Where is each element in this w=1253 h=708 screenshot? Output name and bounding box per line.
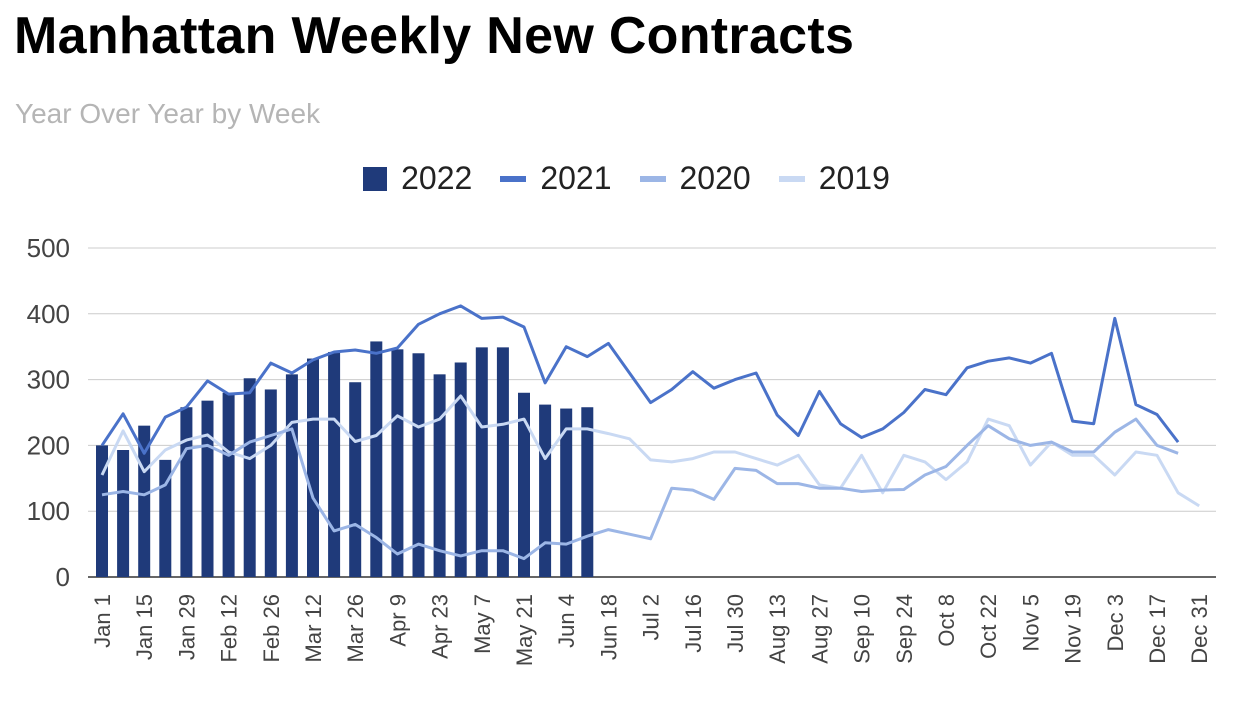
- x-tick-label: Oct 8: [934, 594, 959, 647]
- legend-item-2021[interactable]: 2021: [500, 160, 612, 197]
- legend-item-2019[interactable]: 2019: [778, 160, 890, 197]
- x-tick-label: Jul 16: [681, 594, 706, 653]
- legend-label-2019: 2019: [818, 160, 890, 196]
- x-tick-label: Nov 19: [1061, 594, 1086, 664]
- legend: 2022 2021 2020 2019: [0, 160, 1253, 197]
- x-tick-label: Jul 2: [639, 594, 664, 640]
- x-tick-label: Sep 10: [850, 594, 875, 664]
- x-tick-label: Feb 26: [259, 594, 284, 663]
- y-tick-label-0: 0: [56, 562, 70, 592]
- bar-2022-week-24: [581, 407, 594, 577]
- legend-swatch-2021: [500, 175, 527, 182]
- x-tick-label: Dec 17: [1145, 594, 1170, 664]
- legend-swatch-2019: [778, 175, 805, 182]
- bar-2022-week-7: [222, 392, 235, 577]
- legend-label-2020: 2020: [679, 160, 751, 196]
- line-series-2020: [101, 417, 1179, 561]
- chart-subtitle: Year Over Year by Week: [15, 98, 321, 129]
- x-tick-label: Jan 1: [90, 594, 115, 648]
- x-tick-label: Oct 22: [976, 594, 1001, 659]
- bar-2022-week-18: [454, 362, 467, 577]
- x-tick-label: May 7: [470, 594, 495, 654]
- x-tick-label: Mar 12: [301, 594, 326, 662]
- legend-label-2022: 2022: [401, 160, 473, 196]
- x-tick-label: Apr 23: [428, 594, 453, 659]
- x-tick-label: Aug 13: [765, 594, 790, 664]
- y-tick-label-300: 300: [27, 365, 70, 395]
- x-tick-label: Dec 31: [1187, 594, 1212, 664]
- bar-2022-week-21: [518, 392, 530, 577]
- bar-2022-week-22: [539, 404, 552, 577]
- y-tick-label-200: 200: [27, 430, 70, 460]
- legend-swatch-2020: [639, 175, 666, 182]
- x-tick-label: Jun 4: [554, 594, 579, 648]
- x-tick-label: Dec 3: [1103, 594, 1128, 651]
- legend-swatch-2022: [363, 166, 388, 191]
- y-tick-label-400: 400: [27, 299, 70, 329]
- bar-2022-week-4: [159, 459, 172, 577]
- x-tick-label: Apr 9: [385, 594, 410, 647]
- legend-item-2020[interactable]: 2020: [639, 160, 751, 197]
- bar-2022-week-2: [117, 450, 130, 577]
- x-tick-label: Jun 18: [596, 594, 621, 660]
- legend-label-2021: 2021: [540, 160, 612, 196]
- y-tick-label-500: 500: [27, 233, 70, 263]
- bar-2022-week-13: [349, 382, 362, 577]
- x-tick-label: Jan 15: [132, 594, 157, 660]
- bar-2022-week-15: [391, 349, 404, 577]
- x-tick-label: Nov 5: [1018, 594, 1043, 651]
- x-tick-label: Sep 24: [892, 594, 917, 664]
- bar-2022-week-17: [433, 374, 446, 577]
- x-tick-label: Feb 12: [217, 594, 242, 663]
- bar-2022-week-12: [328, 351, 341, 577]
- bar-2022-week-9: [264, 389, 277, 577]
- chart-title: Manhattan Weekly New Contracts: [14, 7, 855, 65]
- bar-2022-week-8: [243, 378, 256, 577]
- x-tick-label: May 21: [512, 594, 537, 666]
- bar-2022-week-19: [475, 347, 488, 577]
- bar-2022-week-5: [180, 407, 193, 577]
- bar-2022-week-23: [560, 408, 573, 577]
- x-tick-label: Jan 29: [174, 594, 199, 660]
- bar-2022-week-1: [96, 445, 108, 577]
- x-tick-label: Jul 30: [723, 594, 748, 653]
- bar-2022-week-16: [412, 353, 425, 577]
- bar-2022-week-20: [496, 347, 509, 577]
- x-tick-label: Aug 27: [807, 594, 832, 664]
- bar-2022-week-10: [285, 374, 298, 577]
- line-series-2021: [100, 304, 1180, 455]
- y-tick-label-100: 100: [27, 496, 70, 526]
- bar-2022-week-11: [307, 358, 319, 577]
- bar-2022-week-14: [370, 341, 383, 577]
- x-tick-label: Mar 26: [343, 594, 368, 662]
- bar-2022-week-6: [201, 400, 214, 577]
- legend-item-2022[interactable]: 2022: [363, 160, 472, 197]
